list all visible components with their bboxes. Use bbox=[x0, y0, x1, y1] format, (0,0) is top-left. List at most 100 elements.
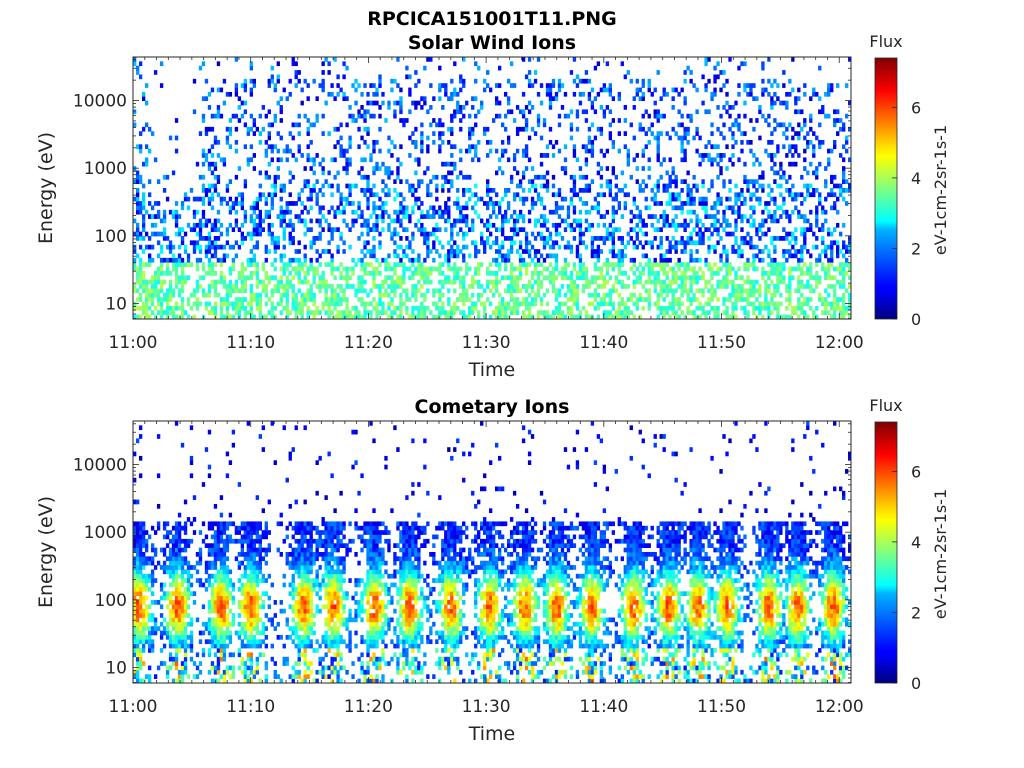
solar-wind-cell bbox=[821, 266, 825, 272]
solar-wind-cell bbox=[315, 192, 319, 198]
solar-wind-cell bbox=[267, 297, 271, 302]
solar-wind-cell bbox=[752, 183, 756, 189]
solar-wind-cell bbox=[734, 301, 738, 307]
solar-wind-cell bbox=[384, 257, 388, 263]
cometary-cell bbox=[135, 552, 140, 557]
solar-wind-cell bbox=[387, 222, 391, 228]
solar-wind-cell bbox=[369, 262, 373, 267]
solar-wind-cell bbox=[351, 314, 355, 320]
solar-wind-cell bbox=[797, 297, 801, 302]
solar-wind-cell bbox=[827, 266, 831, 272]
solar-wind-cell bbox=[587, 222, 592, 228]
solar-wind-cell bbox=[384, 279, 388, 285]
solar-wind-cell bbox=[542, 222, 547, 228]
solar-wind-cell bbox=[234, 310, 239, 315]
solar-wind-cell bbox=[551, 183, 556, 189]
solar-wind-cell bbox=[542, 174, 547, 180]
solar-wind-cell bbox=[357, 214, 361, 219]
solar-wind-cell bbox=[372, 227, 376, 233]
solar-wind-cell bbox=[524, 244, 529, 250]
solar-wind-cell bbox=[569, 227, 574, 233]
solar-wind-cell bbox=[533, 249, 538, 254]
solar-wind-cell bbox=[644, 222, 648, 228]
solar-wind-cell bbox=[548, 279, 553, 285]
solar-wind-cell bbox=[533, 266, 538, 272]
solar-wind-cell bbox=[294, 266, 298, 272]
solar-wind-cell bbox=[456, 105, 460, 110]
solar-wind-cell bbox=[210, 240, 215, 246]
solar-wind-cell bbox=[171, 257, 176, 263]
solar-wind-cell bbox=[162, 292, 167, 298]
solar-wind-cell bbox=[716, 153, 720, 158]
solar-wind-cell bbox=[219, 222, 224, 228]
solar-wind-cell bbox=[450, 96, 454, 102]
solar-wind-cell bbox=[291, 275, 295, 281]
solar-wind-cell bbox=[539, 253, 544, 259]
solar-wind-cell bbox=[393, 266, 397, 272]
solar-wind-cell bbox=[468, 135, 472, 141]
solar-wind-cell bbox=[249, 249, 254, 254]
solar-wind-cell bbox=[689, 275, 693, 281]
solar-wind-cell bbox=[351, 222, 355, 228]
solar-wind-cell bbox=[279, 118, 283, 123]
solar-wind-cell bbox=[210, 126, 215, 132]
solar-wind-cell bbox=[494, 279, 499, 285]
solar-wind-cell bbox=[468, 126, 472, 132]
solar-wind-cell bbox=[309, 266, 313, 272]
solar-wind-cell bbox=[453, 266, 457, 272]
solar-wind-cell bbox=[845, 83, 849, 88]
solar-wind-cell bbox=[665, 270, 669, 276]
solar-wind-cell bbox=[656, 314, 660, 320]
solar-wind-cell bbox=[438, 288, 442, 294]
solar-wind-cell bbox=[393, 100, 397, 106]
solar-wind-cell bbox=[264, 148, 268, 154]
solar-wind-cell bbox=[447, 262, 451, 267]
solar-wind-cell bbox=[797, 192, 801, 198]
solar-wind-cell bbox=[360, 188, 364, 193]
solar-wind-cell bbox=[539, 161, 544, 167]
solar-wind-cell bbox=[477, 297, 481, 302]
solar-wind-cell bbox=[309, 257, 313, 263]
solar-wind-cell bbox=[659, 279, 663, 285]
solar-wind-cell bbox=[339, 301, 343, 307]
solar-wind-cell bbox=[674, 310, 678, 315]
solar-wind-cell bbox=[809, 288, 813, 294]
solar-wind-cell bbox=[512, 222, 517, 228]
solar-wind-cell bbox=[393, 305, 397, 311]
solar-wind-cell bbox=[459, 148, 463, 154]
solar-wind-cell bbox=[551, 288, 556, 294]
solar-wind-cell bbox=[671, 105, 675, 110]
solar-wind-cell bbox=[225, 253, 230, 259]
solar-wind-cell bbox=[725, 222, 729, 228]
solar-wind-cell bbox=[599, 270, 604, 276]
solar-wind-cell bbox=[575, 275, 580, 281]
solar-wind-cell bbox=[824, 183, 828, 189]
solar-wind-cell bbox=[213, 174, 218, 180]
solar-wind-cell bbox=[243, 284, 248, 289]
solar-wind-cell bbox=[267, 78, 271, 84]
solar-wind-cell bbox=[794, 227, 798, 233]
solar-wind-cell bbox=[791, 236, 795, 241]
solar-wind-cell bbox=[707, 157, 711, 163]
solar-wind-cell bbox=[599, 105, 604, 110]
solar-wind-cell bbox=[827, 161, 831, 167]
solar-wind-cell bbox=[450, 179, 454, 184]
solar-wind-cell bbox=[342, 205, 346, 211]
solar-wind-cell bbox=[372, 305, 376, 311]
solar-wind-cell bbox=[599, 284, 604, 289]
solar-wind-cell bbox=[309, 122, 313, 128]
solar-wind-cell bbox=[635, 91, 639, 97]
solar-wind-cell bbox=[300, 301, 304, 307]
solar-wind-cell bbox=[453, 201, 457, 206]
solar-wind-cell bbox=[620, 188, 624, 193]
solar-wind-y-tick-label: 100 bbox=[95, 227, 127, 247]
solar-wind-cell bbox=[572, 284, 577, 289]
solar-wind-cell bbox=[824, 166, 828, 171]
solar-wind-cell bbox=[587, 96, 592, 102]
solar-wind-cell bbox=[141, 96, 146, 102]
solar-wind-cell bbox=[381, 301, 385, 307]
solar-wind-cell bbox=[509, 83, 514, 88]
solar-wind-cell bbox=[494, 275, 499, 281]
solar-wind-cell bbox=[533, 301, 538, 307]
solar-wind-cell bbox=[252, 227, 257, 233]
